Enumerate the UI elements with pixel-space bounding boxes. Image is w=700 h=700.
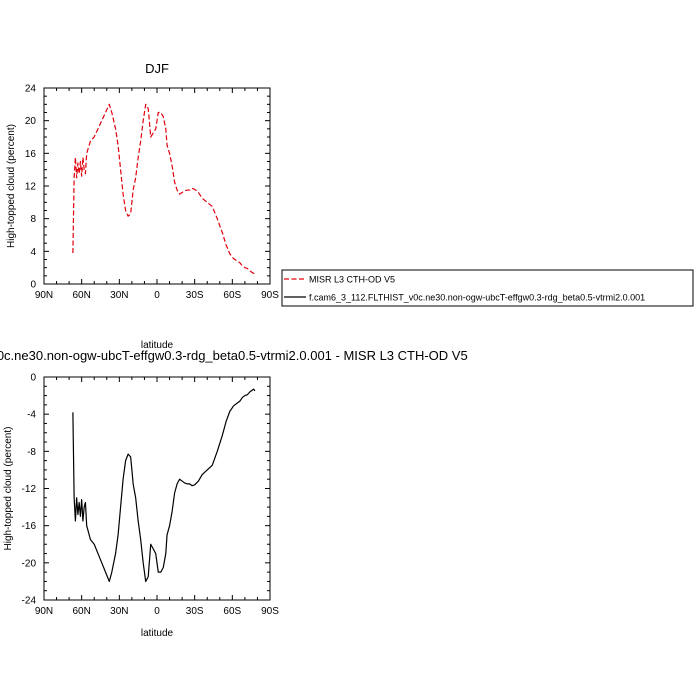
x-tick-label: 90N — [35, 290, 53, 301]
y-tick-label: -20 — [22, 558, 37, 569]
plot-frame — [43, 87, 271, 285]
y-tick-label: 16 — [25, 149, 37, 160]
chart-panel-2 — [43, 376, 271, 601]
y-tick-label: -12 — [22, 484, 37, 495]
series-line-1 — [72, 103, 256, 274]
y-tick-label: 0 — [30, 280, 36, 291]
y-tick-label: -24 — [22, 596, 37, 607]
y-tick-label: 12 — [25, 182, 37, 193]
y-axis-label: High-topped cloud (percent) — [3, 427, 14, 551]
y-tick-label: 0 — [30, 373, 36, 384]
y-tick-label: 20 — [25, 116, 37, 127]
chart-panel-1 — [43, 87, 271, 285]
y-tick-label: 4 — [30, 247, 36, 258]
series-line-1 — [72, 388, 256, 583]
legend-entry-2: f.cam6_3_112.FLTHIST_v0c.ne30.non-ogw-ub… — [309, 293, 645, 303]
chart-title: f.cam6_3_112.FLTHIST_v0c.ne30.non-ogw-ub… — [0, 348, 468, 363]
x-axis-label: latitude — [141, 340, 174, 351]
x-tick-label: 0 — [154, 290, 160, 301]
chart-title: DJF — [145, 61, 169, 76]
x-tick-label: 0 — [154, 606, 160, 617]
x-tick-label: 30N — [110, 290, 128, 301]
y-axis-label: High-topped cloud (percent) — [6, 124, 17, 248]
x-tick-label: 30N — [110, 606, 128, 617]
x-axis-label: latitude — [141, 628, 174, 639]
x-tick-label: 60S — [223, 290, 241, 301]
legend-entry-1: MISR L3 CTH-OD V5 — [309, 275, 395, 285]
x-tick-label: 30S — [186, 606, 204, 617]
y-tick-label: -16 — [22, 521, 37, 532]
x-tick-label: 30S — [186, 290, 204, 301]
x-tick-label: 60N — [72, 290, 90, 301]
x-tick-label: 90S — [261, 290, 279, 301]
x-tick-label: 60N — [72, 606, 90, 617]
x-tick-label: 90S — [261, 606, 279, 617]
y-tick-label: -8 — [27, 447, 36, 458]
x-tick-label: 90N — [35, 606, 53, 617]
legend: MISR L3 CTH-OD V5 f.cam6_3_112.FLTHIST_v0… — [281, 269, 694, 307]
x-tick-label: 60S — [223, 606, 241, 617]
y-tick-label: -4 — [27, 410, 36, 421]
y-tick-label: 8 — [30, 214, 36, 225]
y-tick-label: 24 — [25, 84, 37, 95]
legend-box — [281, 269, 694, 307]
